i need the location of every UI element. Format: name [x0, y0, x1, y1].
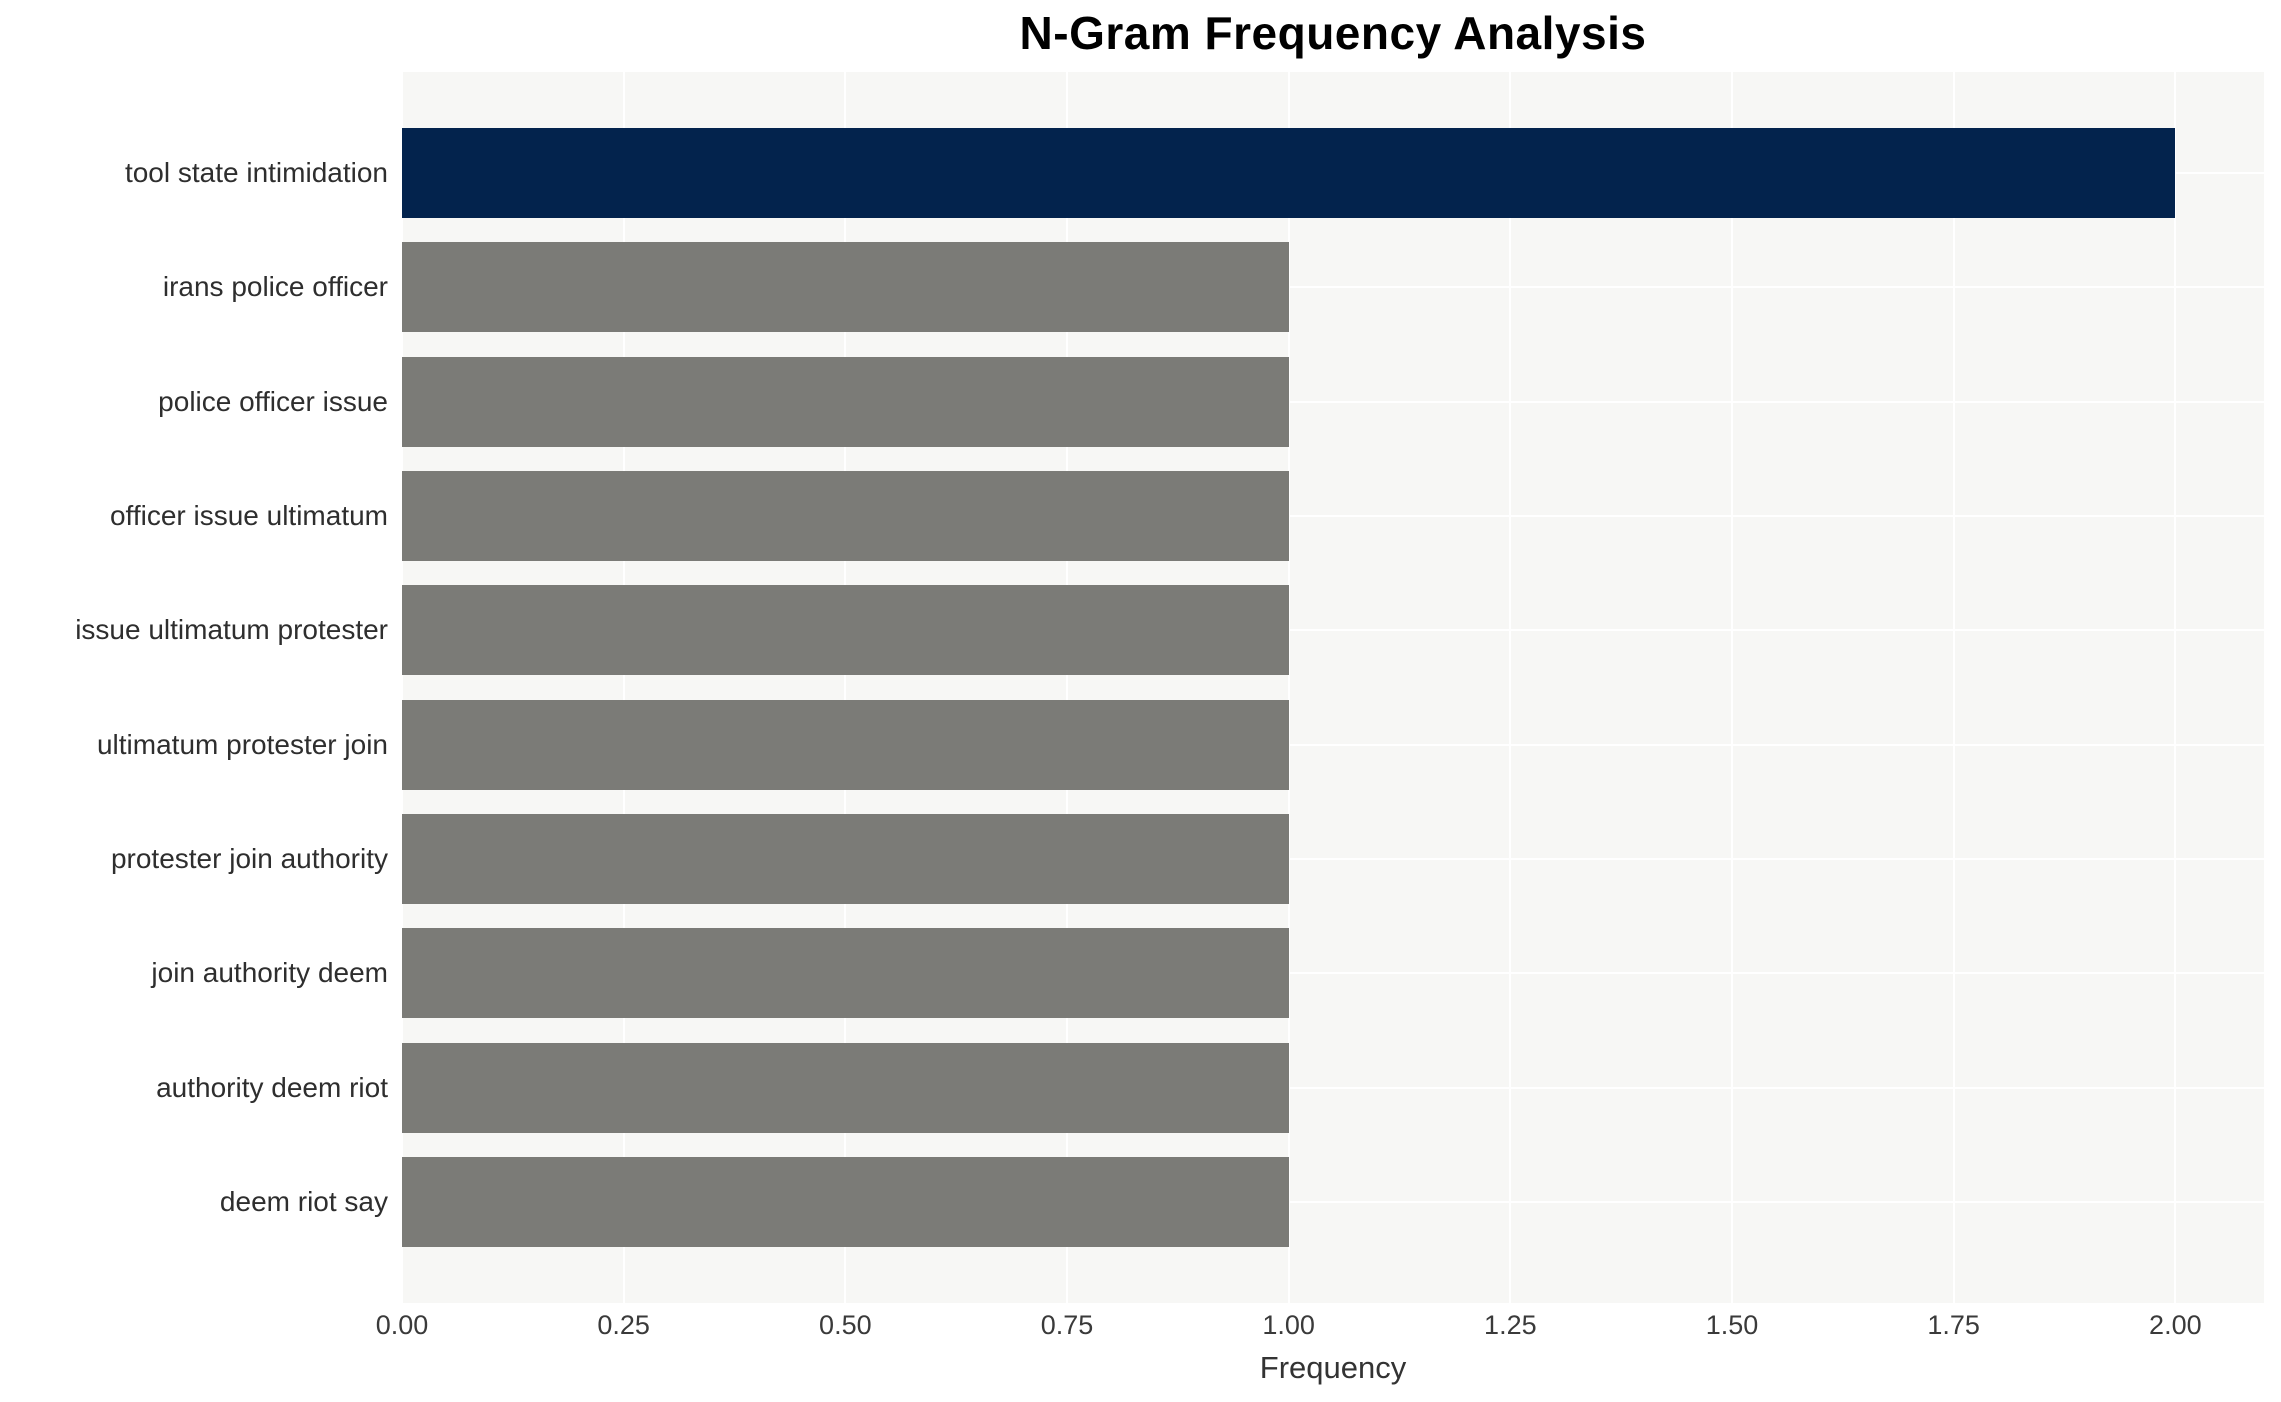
x-axis-tick-label: 1.25: [1484, 1310, 1537, 1340]
grid-line-vertical: [844, 72, 847, 1303]
y-axis-label: authority deem riot: [156, 1071, 388, 1103]
grid-line-vertical: [1066, 72, 1068, 1303]
bar: [402, 928, 1289, 1019]
x-axis-tick-label: 0.50: [819, 1310, 872, 1340]
y-axis-label: ultimatum protester join: [96, 728, 388, 760]
grid-line-vertical: [1731, 72, 1733, 1303]
y-axis-label: protester join authority: [110, 843, 388, 874]
grid-line-vertical: [2174, 72, 2177, 1303]
grid-line-horizontal: [402, 286, 2264, 289]
grid-line-horizontal: [402, 629, 2264, 632]
y-axis-labels: tool state intimidation irans police offi…: [0, 72, 402, 1303]
bar: [402, 814, 1289, 904]
bar: [402, 1157, 1289, 1247]
bar: [402, 128, 2176, 218]
x-axis-tick-label: 0.00: [375, 1310, 429, 1340]
y-axis-label: irans police officer: [162, 271, 388, 303]
y-axis-label: join authority deem: [151, 957, 388, 989]
x-axis-ticks: 0.00 0.25 0.50 0.75 1.00 1.25 1.50 1.75 2.00: [376, 1308, 2264, 1348]
grid-line-horizontal: [402, 743, 2264, 746]
x-axis-tick-label: 2.00: [2149, 1310, 2202, 1340]
grid-line-vertical: [401, 72, 403, 1303]
grid-line-vertical: [1509, 72, 1512, 1303]
grid-line-horizontal: [402, 515, 2264, 517]
bar: [402, 699, 1289, 790]
y-axis-label: officer issue ultimatum: [109, 500, 388, 531]
x-axis-title: Frequency: [1259, 1350, 1407, 1385]
x-axis-tick-label: 0.75: [1040, 1310, 1094, 1340]
grid-line-horizontal: [402, 972, 2264, 975]
y-axis-label: issue ultimatum protester: [75, 614, 388, 646]
bar: [402, 242, 1289, 333]
plot-area: [401, 72, 2264, 1303]
bar: [402, 471, 1289, 561]
grid-line-horizontal: [402, 400, 2264, 403]
grid-line-vertical: [622, 72, 625, 1303]
y-axis-label: tool state intimidation: [124, 157, 388, 188]
y-axis-label: police officer issue: [158, 385, 388, 417]
bar: [402, 1042, 1289, 1133]
x-axis-tick-label: 0.25: [597, 1310, 650, 1340]
x-axis-tick-label: 1.50: [1705, 1310, 1759, 1340]
grid-line-horizontal: [402, 858, 2264, 860]
y-axis-label: deem riot say: [219, 1186, 388, 1217]
x-axis-tick-label: 1.75: [1927, 1310, 1980, 1340]
bar: [402, 356, 1289, 447]
grid-line-vertical: [1952, 72, 1955, 1303]
x-axis-tick-label: 1.00: [1262, 1310, 1315, 1340]
bar: [402, 585, 1289, 676]
grid-line-horizontal: [402, 1086, 2264, 1089]
grid-line-vertical: [1287, 72, 1290, 1303]
grid-line-horizontal: [402, 1201, 2264, 1203]
chart-title: N-Gram Frequency Analysis: [1019, 7, 1647, 59]
